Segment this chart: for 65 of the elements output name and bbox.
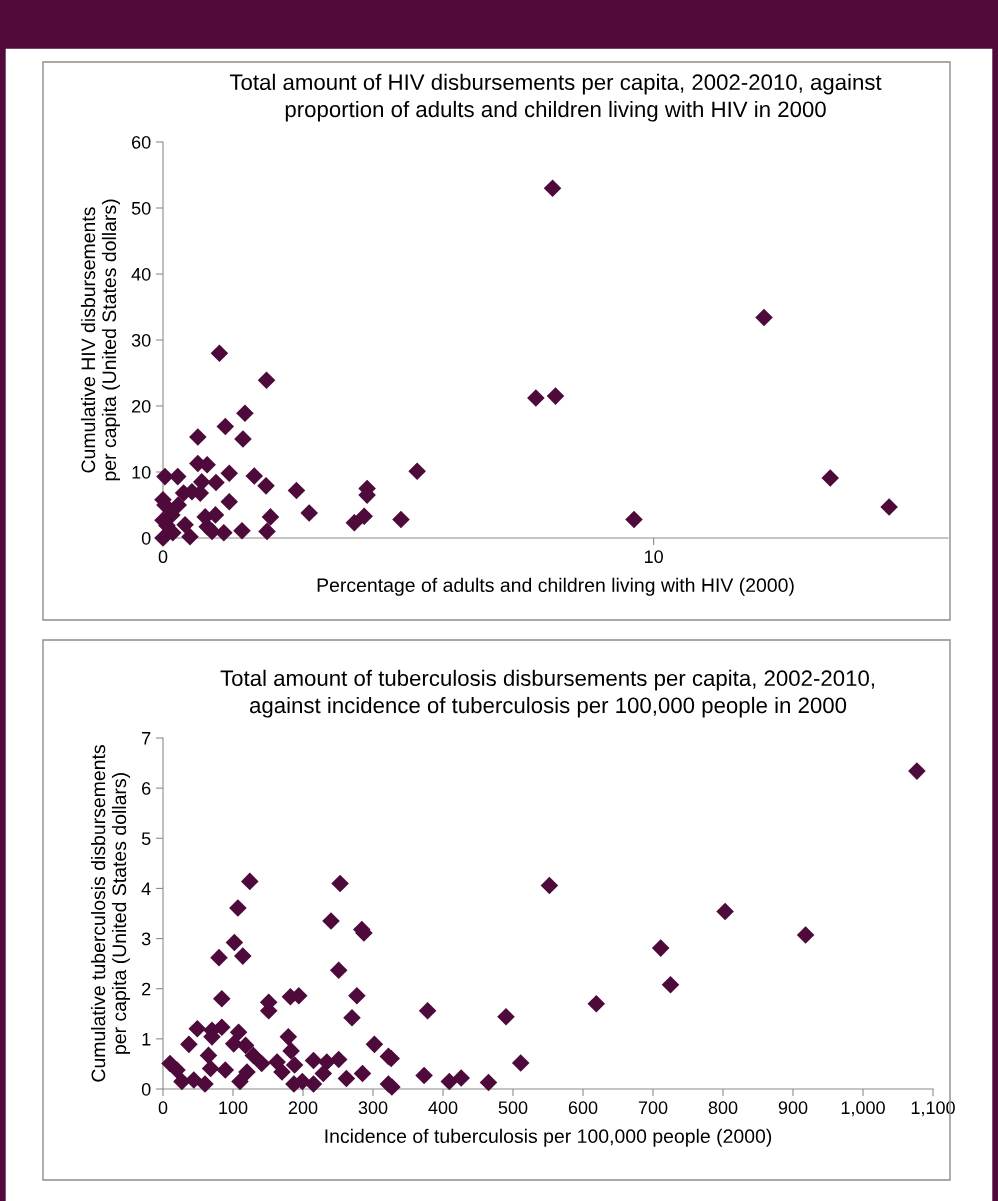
point (300, 504, 318, 522)
chart-title: Total amount of tuberculosis disbursements per capita, 2002-2010, against incidence of tuberculosis per 100,000 people in 2000 (220, 669, 874, 718)
x-tick-label: 1,100 (911, 1101, 955, 1117)
y-axis-title: Cumulative HIV disbursements per capita (United States dollars) (80, 199, 120, 481)
x-tick-label: 700 (638, 1101, 668, 1115)
point (203, 522, 221, 541)
x-tick-label: 200 (288, 1101, 318, 1115)
x-tick-label: 800 (708, 1101, 738, 1115)
y-tick-label: 6 (142, 782, 151, 795)
point (258, 522, 276, 541)
x-tick-label: 0 (158, 1101, 168, 1115)
point (345, 514, 364, 532)
y-tick-label: 1 (142, 1032, 151, 1046)
point (220, 492, 239, 511)
point (392, 510, 410, 529)
y-tick-label: 20 (132, 399, 151, 413)
x-tick-label: 900 (778, 1101, 808, 1115)
point (408, 462, 426, 481)
x-tick-label: 1,000 (841, 1101, 885, 1117)
y-tick-label: 50 (131, 201, 151, 215)
point (546, 387, 565, 405)
point (355, 507, 373, 525)
point (257, 477, 275, 495)
y-tick-label: 2 (142, 982, 151, 996)
point (245, 467, 264, 485)
x-tick-label: 100 (219, 1101, 248, 1115)
y-axis-title: Cumulative tuberculosis disbursements per capita (United States dollars) (90, 745, 131, 1082)
point (543, 179, 562, 197)
x-tick-label: 400 (428, 1101, 458, 1115)
x-axis-title: Incidence of tuberculosis per 100,000 people (2000) (325, 1128, 772, 1147)
y-tick-label: 5 (141, 832, 151, 846)
x-tick-label: 500 (498, 1101, 528, 1115)
x-tick-label: 600 (568, 1101, 598, 1115)
point (527, 389, 545, 407)
point (234, 430, 252, 448)
point (625, 510, 643, 529)
point (207, 473, 225, 492)
point (287, 481, 306, 500)
point (261, 508, 280, 526)
x-tick-label: 300 (358, 1101, 388, 1115)
y-tick-label: 40 (131, 267, 151, 281)
y-tick-label: 4 (141, 882, 151, 895)
point (176, 516, 194, 534)
point (257, 371, 276, 390)
point (821, 469, 840, 487)
point (220, 464, 239, 483)
y-tick-label: 0 (141, 1082, 151, 1096)
point (236, 404, 254, 423)
point (233, 521, 251, 540)
chart-title: Total amount of HIV disbursements per capita, 2002-2010, against proportion of adults and children living with HIV in 2000 (229, 73, 882, 122)
y-tick-label: 60 (132, 135, 151, 149)
point (181, 527, 199, 546)
y-tick-label: 7 (142, 732, 151, 745)
y-tick-label: 10 (132, 465, 151, 479)
point (880, 498, 898, 516)
y-tick-label: 30 (131, 333, 151, 347)
point (189, 428, 207, 446)
point (169, 496, 187, 514)
point (156, 467, 174, 486)
y-tick-label: 0 (141, 531, 151, 545)
point (210, 344, 229, 362)
x-axis-title: Percentage of adults and children living with HIV (2000) (317, 577, 794, 596)
point (216, 417, 235, 436)
point (755, 308, 773, 327)
y-tick-label: 3 (141, 932, 151, 946)
